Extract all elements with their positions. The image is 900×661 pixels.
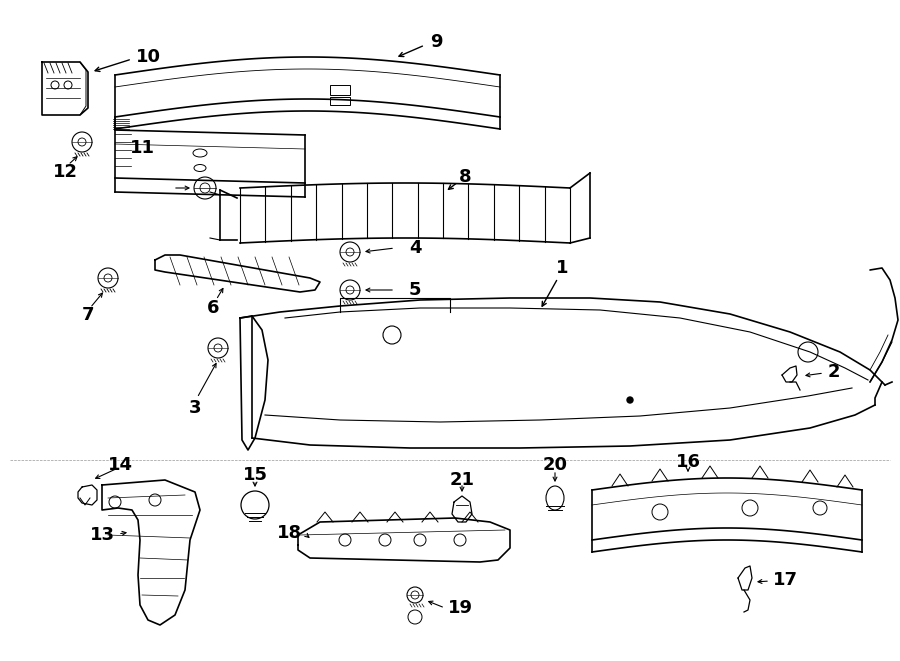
Text: 18: 18 [277, 524, 302, 542]
Text: 17: 17 [773, 571, 798, 589]
Text: 1: 1 [556, 259, 568, 277]
Text: 16: 16 [676, 453, 700, 471]
Text: 19: 19 [448, 599, 473, 617]
Text: 15: 15 [242, 466, 267, 484]
Text: 7: 7 [82, 306, 94, 324]
Text: 13: 13 [90, 526, 115, 544]
Text: 9: 9 [430, 33, 442, 51]
Text: 3: 3 [189, 399, 202, 417]
Bar [330, 97, 350, 105]
Text: 6: 6 [207, 299, 220, 317]
Text: 5: 5 [409, 281, 421, 299]
Text: 4: 4 [409, 239, 421, 257]
Text: 20: 20 [543, 456, 568, 474]
Text: 21: 21 [449, 471, 474, 489]
Text: 10: 10 [136, 48, 160, 66]
Circle shape [627, 397, 633, 403]
Text: 11: 11 [130, 139, 155, 157]
Text: 12: 12 [52, 163, 77, 181]
Bar [330, 85, 350, 95]
Text: 8: 8 [459, 168, 472, 186]
Text: 14: 14 [107, 456, 132, 474]
Text: 2: 2 [828, 363, 841, 381]
